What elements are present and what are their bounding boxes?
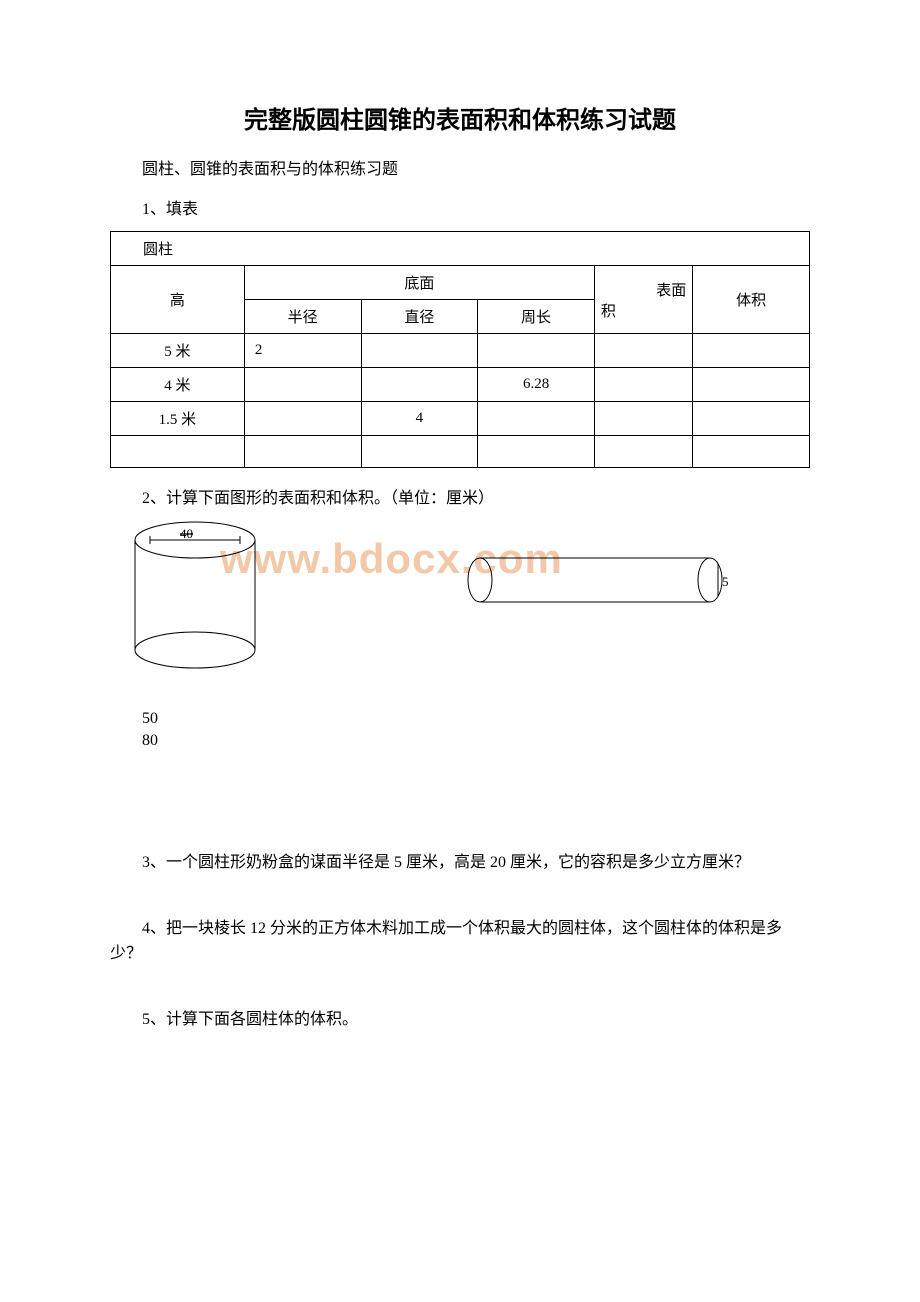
dim-50: 50 (110, 710, 810, 728)
table-row: 1.5 米 4 (111, 402, 810, 436)
figure2-label-5: 5 (722, 574, 729, 589)
col-zhijing: 直径 (361, 300, 478, 334)
col-zhouchang: 周长 (478, 300, 595, 334)
dim-80: 80 (110, 732, 810, 750)
col-banjing: 半径 (244, 300, 361, 334)
col-biaomianji: 表面 积 (594, 266, 692, 334)
subtitle: 圆柱、圆锥的表面积与的体积练习题 (110, 155, 810, 179)
table-row (111, 436, 810, 468)
cylinder-table: 圆柱 高 底面 表面 积 体积 半径 直径 周长 5 米 2 4 米 6.28 … (110, 231, 810, 468)
table-row: 5 米 2 (111, 334, 810, 368)
cylinder-vertical-figure: 40 (130, 520, 270, 685)
page-title: 完整版圆柱圆锥的表面积和体积练习试题 (110, 100, 810, 135)
q2-label: 2、计算下面图形的表面积和体积。（单位：厘米） (110, 484, 810, 508)
q5-text: 5、计算下面各圆柱体的体积。 (110, 1007, 810, 1033)
table-header-merged: 圆柱 (111, 232, 810, 266)
q3-text: 3、一个圆柱形奶粉盒的谋面半径是 5 厘米，高是 20 厘米，它的容积是多少立方… (110, 850, 810, 876)
col-dimian: 底面 (244, 266, 594, 300)
cylinder-horizontal-figure: 5 (460, 550, 740, 615)
figures-row: www.bdocx.com 40 5 (110, 520, 810, 700)
figure1-label-40: 40 (180, 526, 193, 541)
q4-text: 4、把一块棱长 12 分米的正方体木料加工成一个体积最大的圆柱体，这个圆柱体的体… (110, 916, 810, 967)
table-row: 4 米 6.28 (111, 368, 810, 402)
col-tiji: 体积 (693, 266, 810, 334)
col-gao: 高 (111, 266, 245, 334)
q1-label: 1、填表 (110, 195, 810, 219)
